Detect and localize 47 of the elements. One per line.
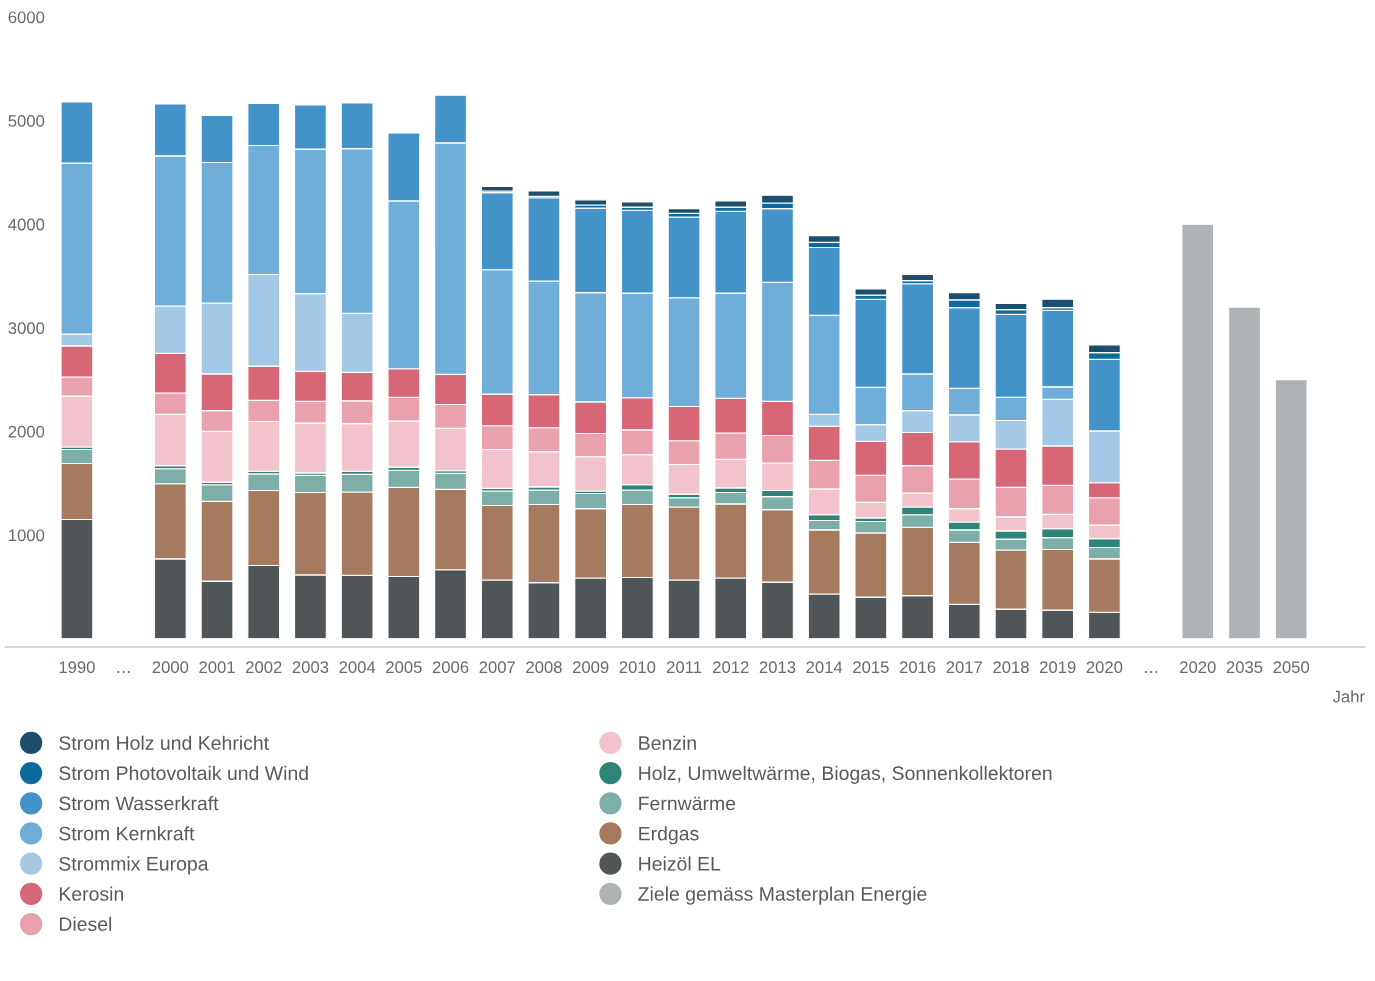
x-tick-label: … — [117, 671, 130, 673]
x-tick-label: 2017 — [946, 661, 982, 674]
y-tick-label: 6000 — [8, 11, 45, 24]
legend-label: Strom Photovoltaik und Wind — [59, 765, 308, 781]
legend-label: Strom Wasserkraft — [59, 796, 219, 811]
x-tick-label: 2006 — [432, 661, 469, 674]
x-tick-label: 2050 — [1273, 661, 1310, 674]
x-tick-label: … — [1145, 671, 1158, 673]
x-tick-label: 2014 — [806, 661, 843, 674]
x-axis-title: Jahr — [1332, 690, 1365, 703]
x-tick-label: 2007 — [479, 661, 515, 674]
x-tick-label: 2003 — [292, 661, 329, 674]
y-tick-label: 1000 — [9, 529, 45, 542]
x-tick-label: 2016 — [899, 661, 936, 674]
x-tick-label: 2020 — [1086, 661, 1123, 674]
legend-label: Holz, Umweltwärme, Biogas, Sonnenkollektoren — [639, 765, 1052, 784]
legend-label: Benzin — [639, 735, 696, 750]
x-tick-label: 2009 — [572, 661, 609, 674]
x-tick-label: 1990 — [59, 661, 95, 674]
y-tick-label: 5000 — [8, 115, 45, 127]
legend-label: Ziele gemäss Masterplan Energie — [638, 886, 927, 905]
x-tick-label: 2010 — [619, 661, 656, 674]
x-tick-label: 2013 — [759, 661, 796, 674]
legend-label: Strommix Europa — [59, 856, 209, 875]
x-tick-label: 2020 — [1180, 661, 1216, 674]
x-tick-label: 2018 — [993, 661, 1029, 674]
legend-label: Fernwärme — [639, 796, 736, 811]
legend-label: Erdgas — [639, 826, 699, 845]
x-tick-label: 2004 — [339, 661, 376, 674]
y-tick-label: 2000 — [8, 425, 45, 438]
y-tick-label: 3000 — [8, 322, 45, 334]
legend-label: Diesel — [59, 916, 112, 932]
x-tick-label: 2035 — [1226, 661, 1263, 674]
x-tick-label: 2000 — [152, 661, 189, 674]
x-tick-label: 2011 — [666, 661, 702, 674]
x-tick-label: 2015 — [853, 661, 889, 674]
x-tick-label: 2001 — [199, 661, 235, 674]
y-tick-label: 4000 — [8, 218, 45, 231]
x-tick-label: 2002 — [246, 661, 282, 674]
x-tick-label: 2019 — [1039, 661, 1076, 674]
legend-label: Strom Holz und Kehricht — [59, 735, 269, 750]
legend-label: Strom Kernkraft — [59, 826, 195, 841]
x-tick-label: 2008 — [526, 661, 562, 674]
legend-label: Kerosin — [59, 886, 123, 901]
x-tick-label: 2005 — [386, 661, 422, 674]
legend-label: Heizöl EL — [639, 856, 721, 871]
x-tick-label: 2012 — [713, 661, 749, 674]
